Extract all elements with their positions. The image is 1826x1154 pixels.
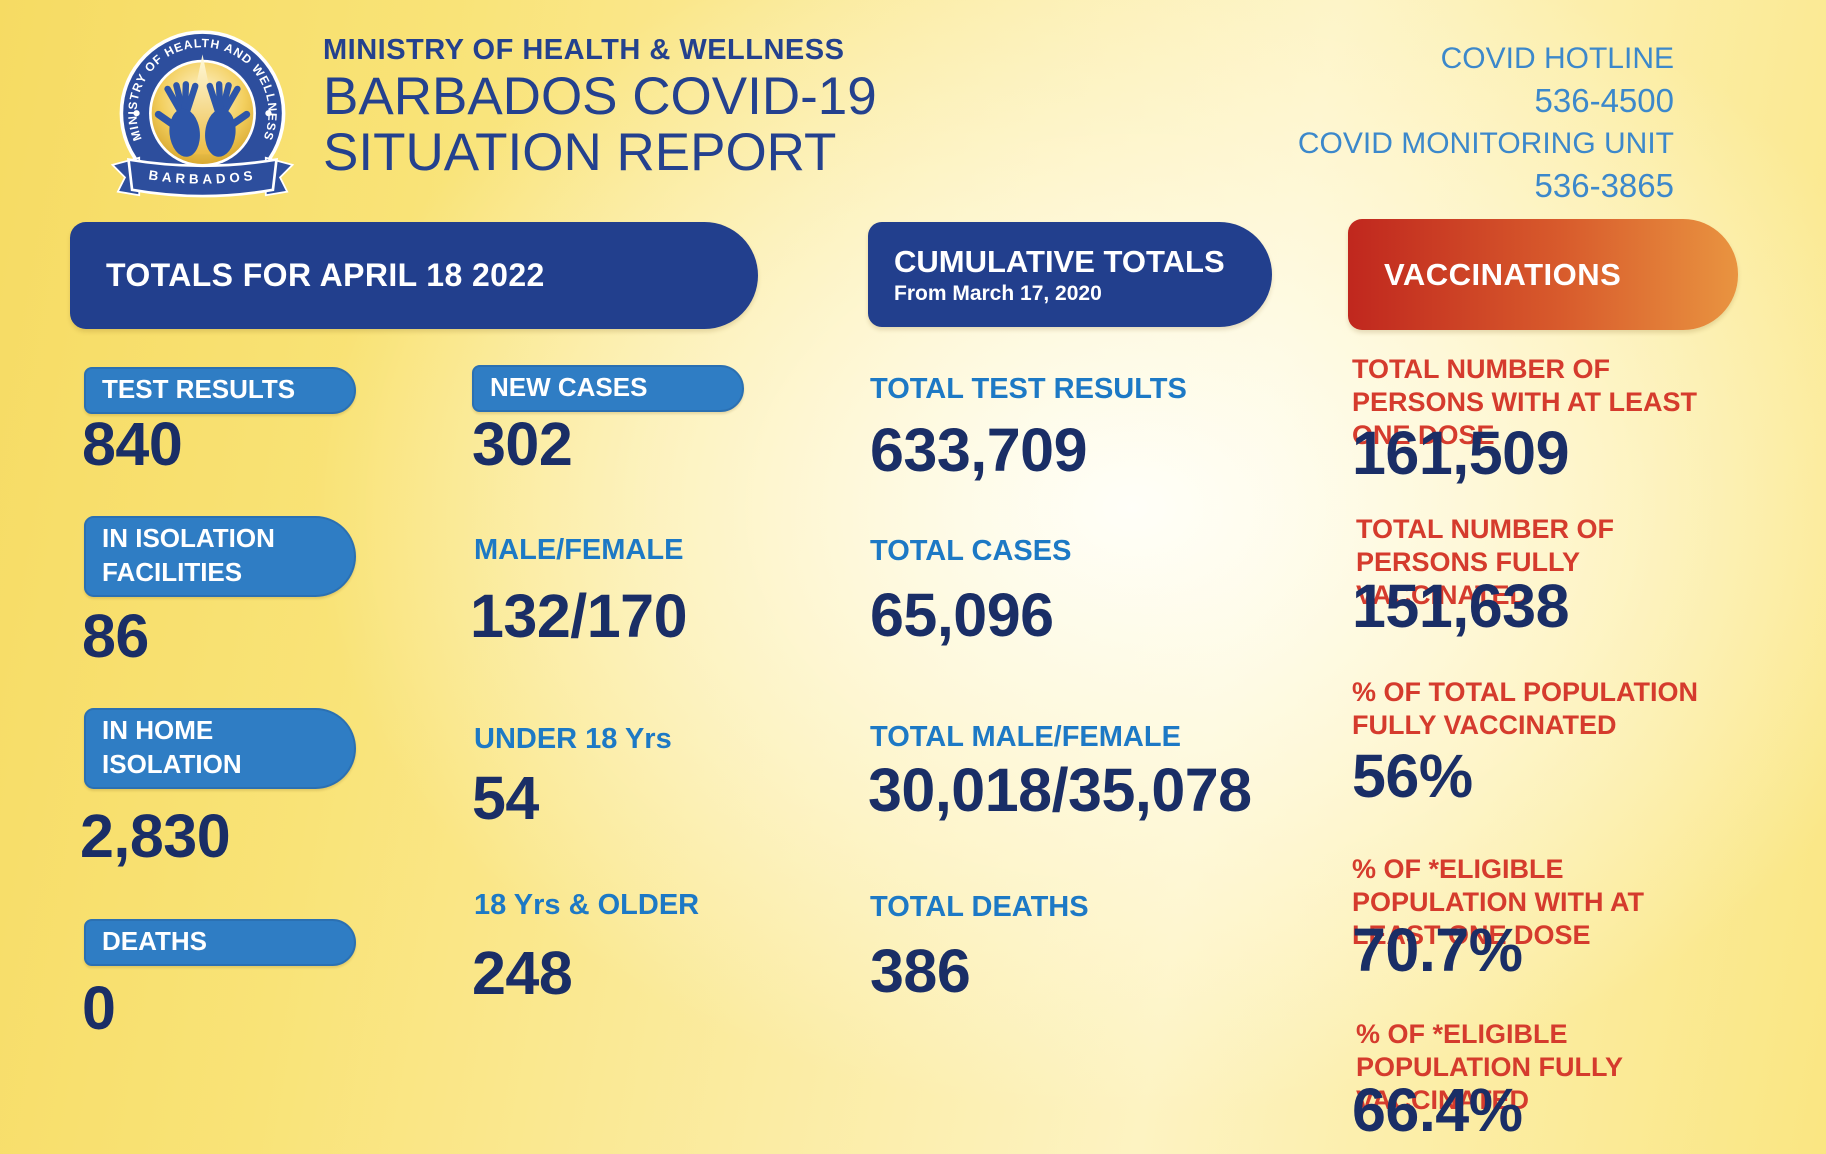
value-deaths: 0 [82, 974, 116, 1042]
label-persons-fully-vaccinated: TOTAL NUMBER OF PERSONS FULLY VACCINATED [1356, 514, 1614, 610]
label-pct-eligible-one-dose: % OF *ELIGIBLE POPULATION WITH AT LEAST … [1352, 854, 1644, 950]
covid-hotline-label: COVID HOTLINE [1440, 42, 1674, 75]
label-male-female: MALE/FEMALE [474, 534, 684, 566]
badge-in-home-isolation: IN HOME ISOLATION [84, 708, 356, 789]
value-test-results: 840 [82, 410, 183, 478]
hotline-block: COVID HOTLINE 536-4500 COVID MONITORING … [1298, 38, 1674, 208]
value-pct-eligible-fully-vaccinated: 66.4% [1352, 1076, 1523, 1144]
value-total-male-female: 30,018/35,078 [868, 756, 1252, 824]
monitoring-unit-label: COVID MONITORING UNIT [1297, 127, 1674, 160]
cumulative-totals-header: CUMULATIVE TOTALS [894, 243, 1225, 279]
badge-in-isolation-facilities: IN ISOLATION FACILITIES [84, 516, 356, 597]
badge-deaths: DEATHS [84, 919, 356, 966]
value-pct-total-fully-vaccinated: 56% [1352, 742, 1473, 810]
label-total-male-female: TOTAL MALE/FEMALE [870, 721, 1181, 753]
value-18-and-older: 248 [472, 939, 573, 1007]
label-pct-eligible-fully-vaccinated: % OF *ELIGIBLE POPULATION FULLY VACCINAT… [1356, 1019, 1623, 1115]
ministry-seal-logo: MINISTRY OF HEALTH AND WELLNESS [110, 30, 295, 198]
label-under-18: UNDER 18 Yrs [474, 723, 672, 755]
daily-totals-header: TOTALS FOR APRIL 18 2022 [106, 257, 545, 293]
ministry-name: MINISTRY OF HEALTH & WELLNESS [323, 34, 845, 66]
vaccinations-header-pill: VACCINATIONS [1348, 219, 1738, 330]
cumulative-totals-subheader: From March 17, 2020 [894, 281, 1102, 305]
label-total-test-results: TOTAL TEST RESULTS [870, 373, 1187, 405]
seal-dot-right [265, 110, 272, 117]
label-persons-one-dose: TOTAL NUMBER OF PERSONS WITH AT LEAST ON… [1352, 354, 1698, 450]
label-total-cases: TOTAL CASES [870, 535, 1072, 567]
value-in-home-isolation: 2,830 [80, 802, 231, 870]
vaccinations-header: VACCINATIONS [1384, 256, 1622, 292]
covid-hotline-number: 536-4500 [1534, 82, 1674, 119]
label-18-and-older: 18 Yrs & OLDER [474, 889, 700, 921]
label-pct-total-fully-vaccinated: % OF TOTAL POPULATION FULLY VACCINATED [1352, 677, 1699, 740]
seal-dot-left [133, 110, 140, 117]
monitoring-unit-number: 536-3865 [1534, 167, 1674, 204]
seal-banner: BARBADOS [110, 156, 295, 198]
report-title-line2: SITUATION REPORT [323, 123, 837, 182]
cumulative-totals-header-pill: CUMULATIVE TOTALS From March 17, 2020 [868, 222, 1272, 327]
value-male-female: 132/170 [470, 582, 688, 650]
value-under-18: 54 [472, 764, 539, 832]
badge-new-cases: NEW CASES [472, 365, 744, 412]
daily-totals-header-pill: TOTALS FOR APRIL 18 2022 [70, 222, 758, 329]
value-total-test-results: 633,709 [870, 416, 1088, 484]
value-total-deaths: 386 [870, 937, 971, 1005]
value-new-cases: 302 [472, 410, 573, 478]
badge-test-results: TEST RESULTS [84, 367, 356, 414]
seal-banner-text: BARBADOS [148, 167, 258, 186]
value-pct-eligible-one-dose: 70.7% [1352, 916, 1523, 984]
report-title-line1: BARBADOS COVID-19 [323, 67, 877, 126]
value-total-cases: 65,096 [870, 581, 1054, 649]
value-persons-one-dose: 161,509 [1352, 419, 1570, 487]
value-persons-fully-vaccinated: 151,638 [1352, 572, 1570, 640]
hands-icon [154, 81, 251, 157]
value-in-isolation-facilities: 86 [82, 602, 149, 670]
label-total-deaths: TOTAL DEATHS [870, 891, 1089, 923]
